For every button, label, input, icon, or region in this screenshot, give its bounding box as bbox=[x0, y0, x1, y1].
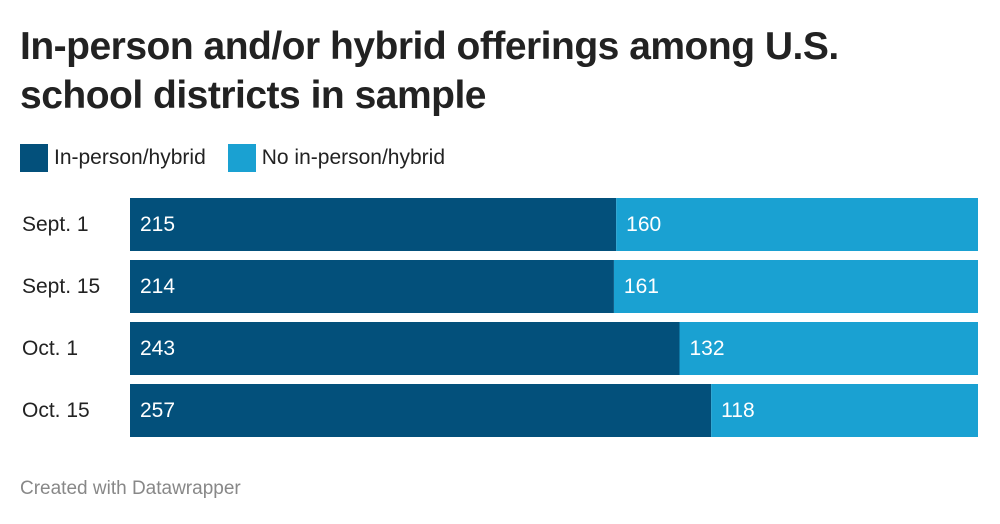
footer: Created with Datawrapper bbox=[20, 478, 241, 499]
bar-segment bbox=[613, 260, 978, 313]
y-tick-label: Oct. 1 bbox=[22, 337, 78, 360]
legend-label: In-person/hybrid bbox=[54, 146, 206, 169]
bar-segment bbox=[616, 198, 978, 251]
legend-swatch bbox=[20, 144, 48, 172]
legend-item: No in-person/hybrid bbox=[227, 144, 446, 172]
y-tick-label: Oct. 15 bbox=[22, 399, 90, 422]
legend-label: No in-person/hybrid bbox=[261, 146, 446, 169]
chart-title: In-person and/or hybrid offerings among … bbox=[20, 25, 839, 117]
bar-segment bbox=[679, 322, 978, 375]
value-label: 215 bbox=[140, 213, 175, 236]
value-label: 160 bbox=[626, 213, 661, 236]
value-label: 243 bbox=[140, 337, 175, 360]
legend-item: In-person/hybrid bbox=[20, 144, 206, 172]
bar-segment bbox=[130, 198, 617, 251]
bar-segment bbox=[130, 384, 712, 437]
value-label: 257 bbox=[140, 399, 175, 422]
bar-segment bbox=[711, 384, 978, 437]
legend: In-person/hybrid No in-person/hybrid bbox=[20, 144, 445, 172]
y-tick-label: Sept. 15 bbox=[22, 275, 100, 298]
bar-segment bbox=[130, 260, 614, 313]
value-label: 118 bbox=[721, 399, 754, 422]
y-tick-label: Sept. 1 bbox=[22, 213, 89, 236]
value-label: 161 bbox=[624, 275, 659, 298]
value-label: 132 bbox=[690, 337, 725, 360]
value-label: 214 bbox=[140, 275, 175, 298]
bar-segment bbox=[130, 322, 680, 375]
legend-swatch bbox=[227, 144, 256, 172]
